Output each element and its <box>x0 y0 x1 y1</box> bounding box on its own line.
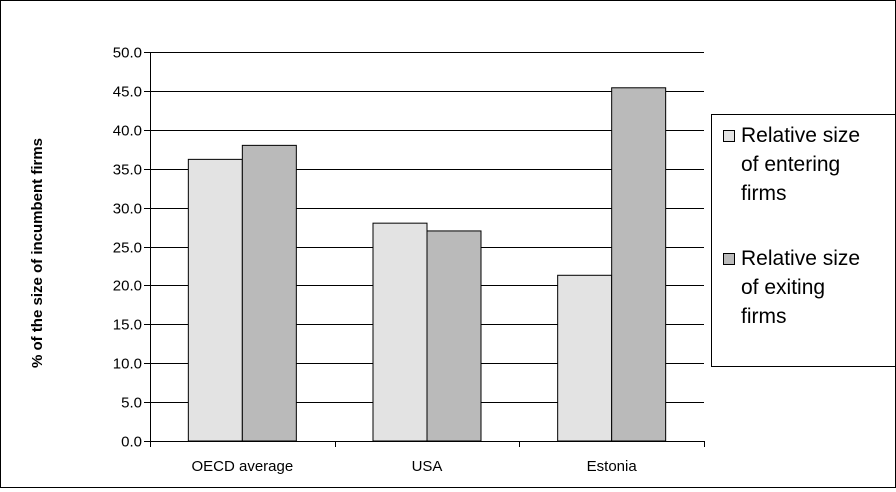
legend-swatch <box>723 253 735 265</box>
bar-estonia-series-2 <box>611 87 667 442</box>
bar-oecd-average-series-2 <box>241 144 297 442</box>
legend-swatch <box>723 130 735 142</box>
y-tick-label: 0.0 <box>121 434 142 451</box>
legend-label: of entering <box>741 153 840 176</box>
x-tick-labels: OECD average USA Estonia <box>191 458 637 475</box>
y-tick-label: 25.0 <box>113 240 142 257</box>
legend: Relative size of entering firms Relative si… <box>711 114 896 367</box>
y-tick-label: 5.0 <box>121 395 142 412</box>
y-tick-label: 50.0 <box>113 45 142 62</box>
bar-estonia-series-1 <box>557 274 613 442</box>
bar-usa-series-2 <box>426 230 482 442</box>
x-tick-label: Estonia <box>587 458 638 475</box>
y-tick-label: 10.0 <box>113 356 142 373</box>
legend-label: firms <box>741 305 787 328</box>
y-tick-label: 35.0 <box>113 162 142 179</box>
legend-label: Relative size <box>741 247 860 270</box>
x-tick-label: OECD average <box>191 458 293 475</box>
legend-label: firms <box>741 182 787 205</box>
y-tick-label: 15.0 <box>113 317 142 334</box>
legend-label: Relative size <box>741 124 860 147</box>
y-tick-label: 20.0 <box>113 278 142 295</box>
legend-label: of exiting <box>741 276 825 299</box>
x-tick-label: USA <box>412 458 443 475</box>
bar-usa-series-1 <box>372 222 428 442</box>
bar-oecd-average-series-1 <box>187 158 243 442</box>
y-tick-labels: 0.0 5.0 10.0 15.0 20.0 25.0 30.0 35.0 40.0 45.0 50… <box>113 45 142 451</box>
legend-box <box>711 114 896 367</box>
y-axis-label: % of the size of incumbent firms <box>29 138 46 368</box>
y-tick-label: 45.0 <box>113 84 142 101</box>
axes <box>144 52 705 447</box>
y-tick-label: 30.0 <box>113 201 142 218</box>
bars <box>187 87 667 442</box>
y-tick-label: 40.0 <box>113 123 142 140</box>
